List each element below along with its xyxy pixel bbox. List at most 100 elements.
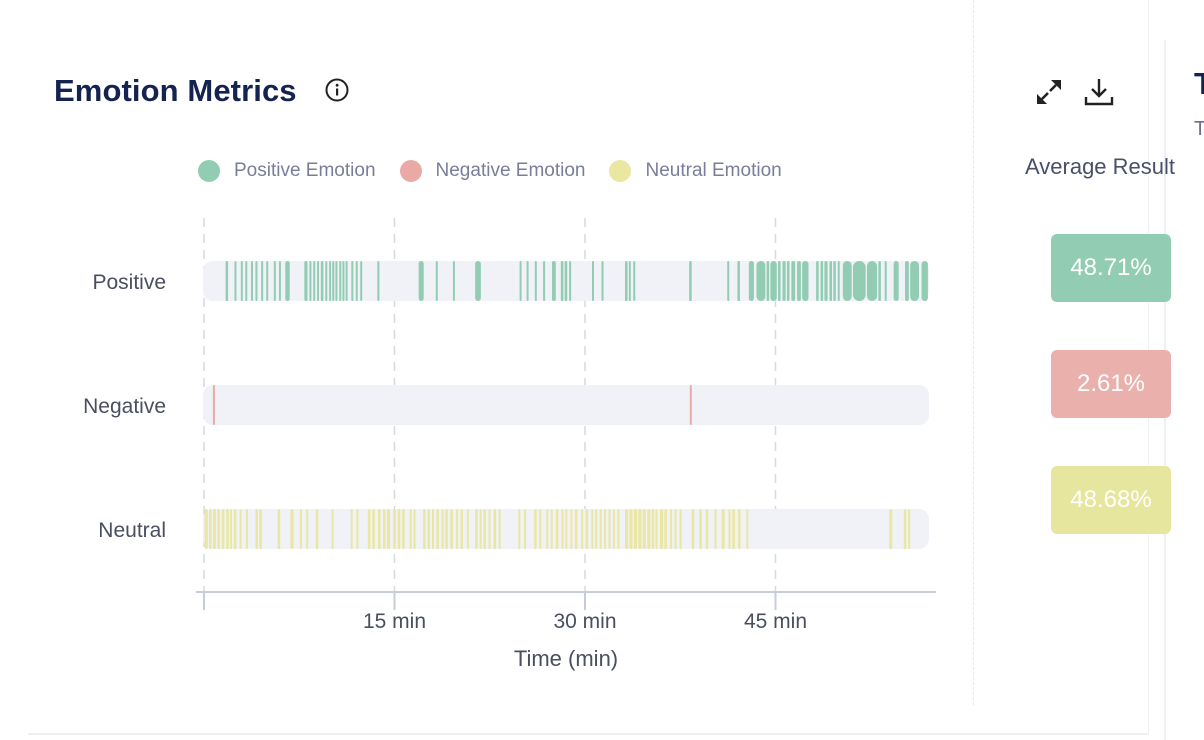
segment-neutral	[377, 509, 381, 549]
segment-neutral	[393, 509, 396, 549]
x-tick-label: 45 min	[744, 610, 807, 633]
segment-positive	[345, 261, 348, 301]
segment-neutral	[524, 509, 527, 549]
segment-neutral	[483, 509, 486, 549]
segment-neutral	[732, 509, 735, 549]
segment-positive	[519, 261, 522, 301]
segment-positive	[866, 261, 878, 301]
segment-positive	[824, 261, 828, 301]
segment-positive	[921, 261, 928, 301]
segment-positive	[250, 261, 253, 301]
segment-neutral	[409, 509, 412, 549]
segment-neutral	[659, 509, 664, 549]
adjacent-card-title: T	[1194, 66, 1204, 101]
segment-positive	[601, 261, 604, 301]
segment-positive	[435, 261, 438, 301]
segment-neutral	[581, 509, 584, 549]
segment-neutral	[498, 509, 501, 549]
legend-dot-neutral	[609, 160, 632, 182]
legend-item-negative[interactable]: Negative Emotion	[399, 160, 585, 182]
segment-neutral	[550, 509, 553, 549]
expand-icon[interactable]	[1033, 76, 1065, 108]
legend-label-positive: Positive Emotion	[234, 160, 376, 181]
legend-item-positive[interactable]: Positive Emotion	[198, 160, 376, 182]
segment-positive	[842, 261, 852, 301]
segment-positive	[766, 261, 770, 301]
segment-positive	[240, 261, 243, 301]
segment-positive	[245, 261, 248, 301]
segment-positive	[884, 261, 887, 301]
segment-neutral	[290, 509, 294, 549]
segment-neutral	[738, 509, 741, 549]
segment-neutral	[356, 509, 359, 549]
segment-positive	[910, 261, 920, 301]
segment-neutral	[714, 509, 717, 549]
segment-positive	[852, 261, 866, 301]
segment-neutral	[555, 509, 559, 549]
segment-positive	[325, 261, 328, 301]
segment-positive	[737, 261, 740, 301]
segment-positive	[360, 261, 363, 301]
segment-positive	[689, 261, 692, 301]
segment-neutral	[383, 509, 386, 549]
segment-positive	[625, 261, 628, 301]
segment-neutral	[903, 509, 907, 549]
segment-positive	[905, 261, 909, 301]
legend-item-neutral[interactable]: Neutral Emotion	[609, 160, 782, 182]
segment-neutral	[372, 509, 375, 549]
x-tick-label: 30 min	[553, 610, 616, 633]
segment-neutral	[475, 509, 478, 549]
row-label-negative: Negative	[83, 395, 166, 418]
segment-positive	[564, 261, 568, 301]
segment-neutral	[209, 509, 212, 549]
emotion-timeline-chart: Positive Negative Neutral 15 min 30 min 45 mi…	[83, 218, 936, 671]
segment-neutral	[402, 509, 405, 549]
segment-positive	[452, 261, 455, 301]
segment-positive	[304, 261, 308, 301]
segment-neutral	[655, 509, 658, 549]
segment-positive	[266, 261, 269, 301]
segment-positive	[329, 261, 332, 301]
segment-neutral	[585, 509, 589, 549]
legend-label-neutral: Neutral Emotion	[645, 160, 782, 181]
segment-neutral	[397, 509, 401, 549]
info-circle-icon[interactable]	[324, 77, 350, 103]
segment-negative	[689, 385, 692, 425]
segment-neutral	[629, 509, 633, 549]
average-result-heading: Average Result	[1025, 154, 1176, 179]
segment-neutral	[561, 509, 564, 549]
segment-neutral	[705, 509, 709, 549]
segment-positive	[377, 261, 380, 301]
segment-positive	[261, 261, 264, 301]
segment-positive	[351, 261, 354, 301]
x-tick-label: 15 min	[363, 610, 426, 633]
segment-neutral	[617, 509, 620, 549]
segment-positive	[526, 261, 529, 301]
segment-neutral	[466, 509, 469, 549]
segment-neutral	[217, 509, 220, 549]
segment-positive	[313, 261, 316, 301]
download-icon[interactable]	[1083, 76, 1115, 108]
segment-neutral	[212, 509, 217, 549]
segment-positive	[560, 261, 564, 301]
segment-positive	[791, 261, 796, 301]
segment-neutral	[441, 509, 444, 549]
segment-neutral	[625, 509, 629, 549]
segment-positive	[320, 261, 324, 301]
segment-neutral	[546, 509, 549, 549]
segment-positive	[797, 261, 801, 301]
panel-divider	[973, 0, 974, 705]
segment-positive	[748, 261, 754, 301]
segment-neutral	[331, 509, 334, 549]
segment-neutral	[746, 509, 749, 549]
segment-positive	[475, 261, 481, 301]
track-negative	[203, 385, 929, 425]
segment-positive	[543, 261, 546, 301]
segment-neutral	[239, 509, 242, 549]
segment-positive	[278, 261, 281, 301]
segment-neutral	[436, 509, 439, 549]
segment-neutral	[413, 509, 416, 549]
segment-neutral	[255, 509, 258, 549]
segment-neutral	[539, 509, 542, 549]
segment-neutral	[518, 509, 521, 549]
